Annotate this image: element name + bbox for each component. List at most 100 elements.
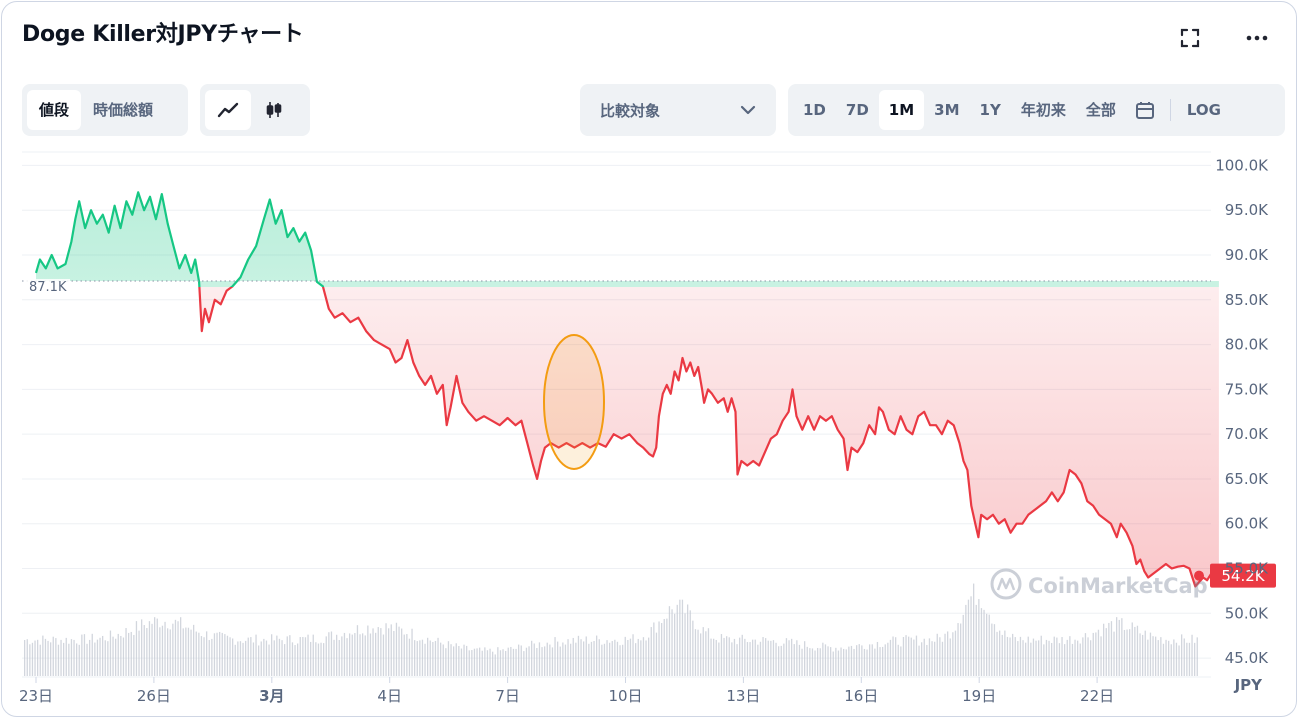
range-ytd[interactable]: 年初来 — [1020, 101, 1066, 119]
volume-bar — [226, 635, 229, 676]
volume-bar — [200, 636, 203, 676]
volume-bar — [291, 642, 294, 676]
volume-bar — [440, 642, 442, 676]
volume-bar — [198, 632, 200, 676]
price-line-down — [198, 287, 1219, 588]
volume-bar — [671, 609, 673, 676]
volume-bar — [785, 638, 788, 676]
calendar-icon[interactable] — [1126, 90, 1164, 130]
volume-bar — [993, 624, 996, 676]
volume-bar — [1090, 640, 1092, 676]
volume-bar — [954, 630, 957, 676]
volume-bar — [1092, 632, 1094, 676]
volume-bar — [180, 617, 182, 676]
tab-market-cap[interactable]: 時価総額 — [93, 101, 154, 119]
volume-bar — [884, 644, 886, 676]
volume-bar — [505, 650, 507, 676]
volume-bar — [663, 618, 665, 676]
volume-bar — [1131, 622, 1133, 676]
compare-dropdown[interactable]: 比較対象 — [580, 84, 776, 136]
volume-bar — [1082, 637, 1084, 676]
volume-bar — [99, 637, 101, 676]
volume-bar — [375, 632, 377, 676]
volume-bar — [648, 637, 650, 676]
volume-bar — [393, 630, 395, 676]
volume-bar — [247, 637, 249, 676]
reference-label-bg — [26, 278, 70, 295]
volume-bar — [138, 630, 140, 676]
volume-bar — [736, 644, 738, 676]
log-toggle[interactable]: LOG — [1186, 101, 1221, 119]
more-options-icon[interactable] — [1244, 26, 1270, 54]
volume-bar — [567, 639, 569, 676]
volume-bar — [70, 639, 73, 676]
volume-bar — [260, 641, 262, 676]
compare-label: 比較対象 — [600, 101, 661, 120]
volume-bar — [1129, 629, 1131, 676]
volume-bar — [1194, 642, 1196, 676]
volume-bar — [245, 640, 247, 676]
volume-bar — [780, 645, 782, 676]
volume-bar — [718, 642, 720, 676]
volume-bar — [1001, 634, 1003, 676]
volume-bar — [343, 632, 346, 676]
volume-bar — [463, 644, 465, 676]
fullscreen-icon[interactable] — [1178, 26, 1202, 54]
volume-bar — [804, 641, 806, 676]
volume-bar — [190, 629, 192, 676]
volume-bar — [551, 647, 554, 676]
volume-bar — [26, 639, 28, 676]
volume-bar — [276, 635, 278, 676]
volume-bar — [1017, 641, 1019, 676]
volume-bar — [694, 629, 697, 676]
volume-bar — [1043, 644, 1045, 676]
range-1y[interactable]: 1Y — [979, 101, 1001, 119]
range-7d[interactable]: 7D — [845, 101, 869, 119]
volume-bar — [83, 634, 86, 676]
tab-price[interactable]: 値段 — [27, 90, 82, 130]
volume-bar — [484, 647, 486, 676]
volume-bar — [1022, 640, 1024, 676]
volume-bar — [421, 639, 424, 676]
range-1d[interactable]: 1D — [803, 101, 826, 119]
candlestick-icon[interactable] — [251, 90, 297, 130]
volume-bar — [278, 638, 281, 676]
volume-bar — [1181, 634, 1183, 676]
volume-bar — [843, 648, 845, 676]
volume-bar — [983, 609, 985, 676]
volume-bar — [770, 640, 772, 676]
volume-bar — [554, 637, 556, 676]
volume-bar — [1155, 636, 1157, 676]
volume-bar — [499, 650, 502, 676]
volume-bar — [73, 639, 75, 676]
volume-bar — [814, 650, 816, 676]
volume-bar — [1038, 640, 1040, 676]
volume-bar — [926, 644, 928, 676]
volume-bar — [523, 651, 525, 676]
volume-bar — [775, 642, 777, 676]
line-chart-icon[interactable] — [205, 90, 251, 130]
range-all[interactable]: 全部 — [1085, 101, 1116, 119]
volume-bar — [1126, 629, 1128, 676]
volume-bar — [1186, 642, 1188, 676]
volume-bar — [715, 639, 717, 676]
volume-bar — [944, 633, 946, 676]
volume-bar — [55, 638, 57, 676]
volume-bar — [723, 637, 725, 676]
volume-bar — [892, 636, 894, 676]
volume-bar — [1165, 639, 1167, 676]
volume-bar — [1071, 643, 1074, 676]
range-3m[interactable]: 3M — [934, 101, 960, 119]
volume-bar — [1123, 629, 1126, 676]
volume-bar — [1009, 637, 1011, 676]
volume-bar — [369, 633, 372, 676]
volume-bar — [746, 642, 749, 676]
volume-bar — [658, 621, 660, 676]
volume-bar — [141, 619, 143, 676]
range-1m[interactable]: 1M — [878, 90, 925, 130]
volume-bar — [471, 650, 473, 676]
volume-bar — [109, 630, 112, 676]
volume-bar — [104, 640, 106, 676]
volume-bar — [416, 641, 418, 676]
volume-bar — [632, 634, 634, 676]
